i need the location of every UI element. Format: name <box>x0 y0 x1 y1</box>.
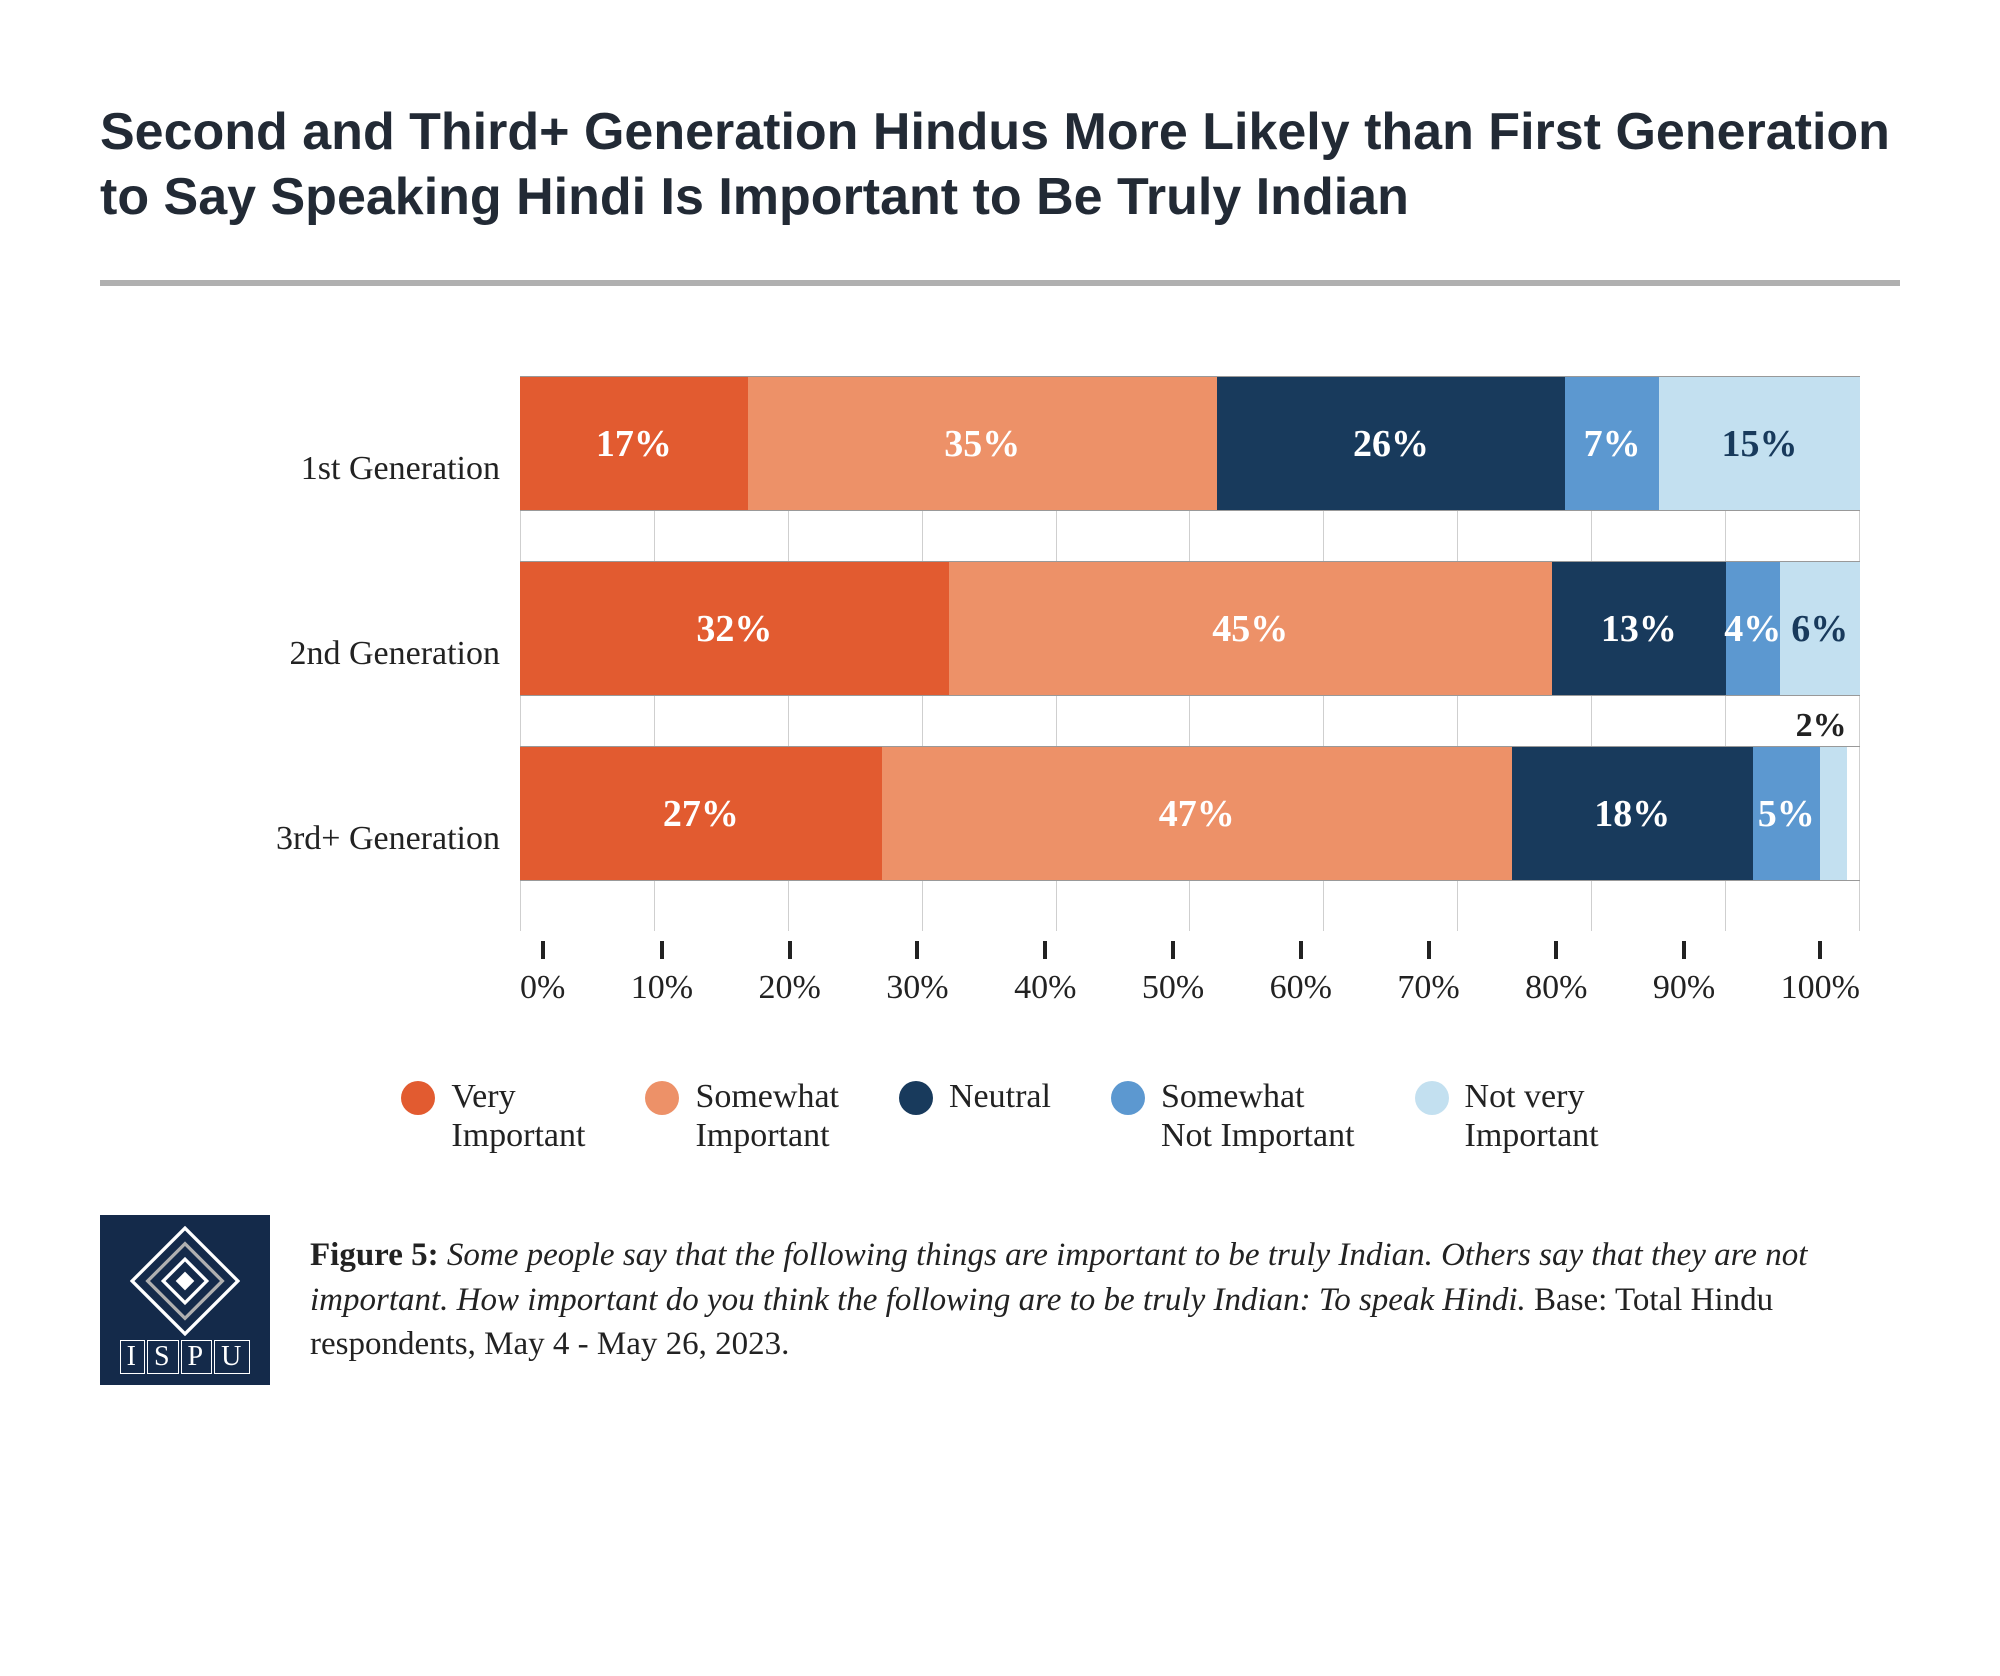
bars-container: 17%35%26%7%15% 32%45%13%4%6% 27%47%18%5%2% <box>520 376 1860 881</box>
bar-value-label: 2% <box>1796 707 1847 745</box>
x-tick: 0% <box>520 941 565 1007</box>
bar-segment: 6% <box>1780 562 1860 695</box>
bar-segment: 5% <box>1753 747 1820 880</box>
x-tick: 50% <box>1142 941 1204 1007</box>
x-tick: 10% <box>631 941 693 1007</box>
bar-row: 32%45%13%4%6% <box>520 561 1860 696</box>
title-divider <box>100 280 1900 286</box>
legend: VeryImportant SomewhatImportant Neutral Som… <box>100 1077 1900 1155</box>
legend-swatch <box>899 1081 933 1115</box>
figure-number: Figure 5: <box>310 1237 439 1273</box>
bar-segment: 15% <box>1659 377 1860 510</box>
legend-item: SomewhatImportant <box>645 1077 839 1155</box>
bar-segment: 18% <box>1512 747 1753 880</box>
y-label: 3rd+ Generation <box>260 746 500 931</box>
legend-swatch <box>645 1081 679 1115</box>
x-tick-label: 30% <box>886 969 948 1007</box>
x-tick-label: 100% <box>1781 969 1860 1007</box>
bar-row: 17%35%26%7%15% <box>520 376 1860 511</box>
x-axis: 0% 10% 20% 30% 40% 50% 60% 70% 80% 90% 100% <box>520 941 1860 1007</box>
x-tick-label: 90% <box>1653 969 1715 1007</box>
x-tick: 40% <box>1014 941 1076 1007</box>
legend-label: Neutral <box>949 1077 1051 1116</box>
legend-label: SomewhatNot Important <box>1161 1077 1355 1155</box>
bar-row: 27%47%18%5%2% <box>520 746 1860 881</box>
x-tick-label: 0% <box>520 969 565 1007</box>
y-axis-labels: 1st Generation 2nd Generation 3rd+ Gener… <box>260 376 520 931</box>
x-ticks: 0% 10% 20% 30% 40% 50% 60% 70% 80% 90% 100% <box>520 941 1860 1007</box>
bar-segment: 2% <box>1820 747 1847 880</box>
legend-swatch <box>1415 1081 1449 1115</box>
x-tick-label: 10% <box>631 969 693 1007</box>
bar-segment: 4% <box>1726 562 1780 695</box>
ispu-logo: ISPU <box>100 1215 270 1385</box>
legend-label: VeryImportant <box>451 1077 585 1155</box>
bar-segment: 47% <box>882 747 1512 880</box>
x-tick-label: 50% <box>1142 969 1204 1007</box>
x-tick-label: 70% <box>1397 969 1459 1007</box>
x-tick-label: 80% <box>1525 969 1587 1007</box>
legend-item: Not veryImportant <box>1415 1077 1599 1155</box>
legend-swatch <box>401 1081 435 1115</box>
plot-area: 17%35%26%7%15% 32%45%13%4%6% 27%47%18%5%2% <box>520 376 1860 931</box>
figure-container: Second and Third+ Generation Hindus More… <box>0 0 2000 1676</box>
chart-title: Second and Third+ Generation Hindus More… <box>100 100 1900 230</box>
legend-item: VeryImportant <box>401 1077 585 1155</box>
bar-segment: 7% <box>1565 377 1659 510</box>
legend-item: SomewhatNot Important <box>1111 1077 1355 1155</box>
x-tick: 30% <box>886 941 948 1007</box>
legend-label: SomewhatImportant <box>695 1077 839 1155</box>
bar-segment: 13% <box>1552 562 1726 695</box>
bar-segment: 35% <box>748 377 1217 510</box>
y-label: 2nd Generation <box>260 561 500 746</box>
x-tick: 60% <box>1270 941 1332 1007</box>
x-tick-label: 40% <box>1014 969 1076 1007</box>
bar-segment: 27% <box>520 747 882 880</box>
bar-segment: 26% <box>1217 377 1565 510</box>
legend-item: Neutral <box>899 1077 1051 1155</box>
x-tick: 90% <box>1653 941 1715 1007</box>
x-tick-label: 20% <box>759 969 821 1007</box>
legend-swatch <box>1111 1081 1145 1115</box>
x-tick: 20% <box>759 941 821 1007</box>
logo-letters: ISPU <box>120 1340 251 1374</box>
figure-caption: Figure 5: Some people say that the follo… <box>310 1233 1900 1367</box>
x-tick: 80% <box>1525 941 1587 1007</box>
bar-segment: 32% <box>520 562 949 695</box>
chart-area: 1st Generation 2nd Generation 3rd+ Gener… <box>260 376 1860 931</box>
bar-segment: 17% <box>520 377 748 510</box>
legend-label: Not veryImportant <box>1465 1077 1599 1155</box>
y-label: 1st Generation <box>260 376 500 561</box>
x-tick: 100% <box>1781 941 1860 1007</box>
x-tick: 70% <box>1397 941 1459 1007</box>
bar-segment: 45% <box>949 562 1552 695</box>
x-tick-label: 60% <box>1270 969 1332 1007</box>
footer: ISPU Figure 5: Some people say that the … <box>100 1215 1900 1385</box>
